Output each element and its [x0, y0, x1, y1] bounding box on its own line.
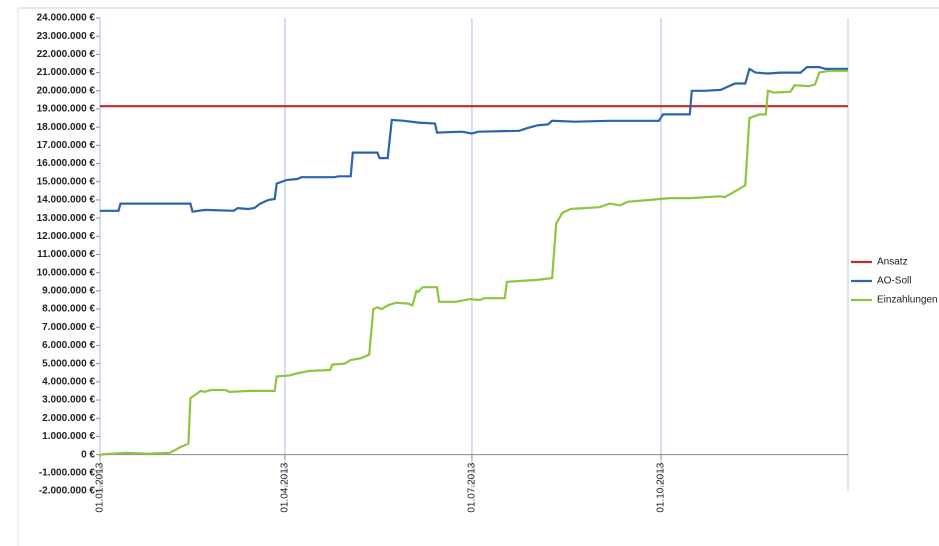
- y-tick-label: -1.000.000 €: [39, 467, 96, 478]
- legend-label: AO-Soll: [877, 276, 911, 287]
- y-tick-label: 13.000.000 €: [37, 213, 96, 224]
- y-tick-label: 24.000.000 €: [37, 13, 96, 24]
- y-tick-label: 11.000.000 €: [37, 249, 95, 260]
- y-tick-label: 18.000.000 €: [37, 122, 96, 133]
- y-tick-label: 21.000.000 €: [37, 67, 96, 78]
- x-tick-label: 01.07.2013: [467, 462, 478, 512]
- y-tick-label: 10.000.000 €: [37, 267, 96, 278]
- series-line: [99, 69, 848, 456]
- series-line: [100, 66, 848, 213]
- y-tick-label: 19.000.000 €: [37, 104, 96, 115]
- y-tick-label: 7.000.000 €: [42, 322, 95, 333]
- y-tick-label: 8.000.000 €: [42, 304, 95, 315]
- y-tick-label: 23.000.000 €: [37, 31, 96, 42]
- legend-label: Ansatz: [877, 257, 908, 268]
- y-tick-label: 5.000.000 €: [42, 358, 95, 369]
- y-tick-label: 2.000.000 €: [42, 413, 95, 424]
- x-tick-label: 01.01.2013: [95, 462, 106, 512]
- y-tick-label: 17.000.000 €: [37, 140, 96, 151]
- y-tick-label: 14.000.000 €: [37, 195, 96, 206]
- y-tick-label: -2.000.000 €: [39, 486, 96, 497]
- y-tick-label: 15.000.000 €: [37, 176, 96, 187]
- y-tick-label: 6.000.000 €: [42, 340, 95, 351]
- x-tick-label: 01.10.2013: [656, 462, 667, 512]
- y-tick-label: 16.000.000 €: [37, 158, 96, 169]
- y-tick-label: 9.000.000 €: [42, 286, 95, 297]
- x-tick-label: 01.04.2013: [280, 462, 291, 512]
- y-tick-label: 20.000.000 €: [37, 85, 96, 96]
- y-tick-label: 4.000.000 €: [42, 376, 95, 387]
- y-tick-label: 1.000.000 €: [42, 431, 95, 442]
- y-tick-label: 0 €: [81, 449, 95, 460]
- y-tick-label: 3.000.000 €: [42, 395, 95, 406]
- y-tick-label: 12.000.000 €: [37, 231, 96, 242]
- legend-label: Einzahlungen: [877, 295, 938, 306]
- y-tick-label: 22.000.000 €: [37, 49, 96, 60]
